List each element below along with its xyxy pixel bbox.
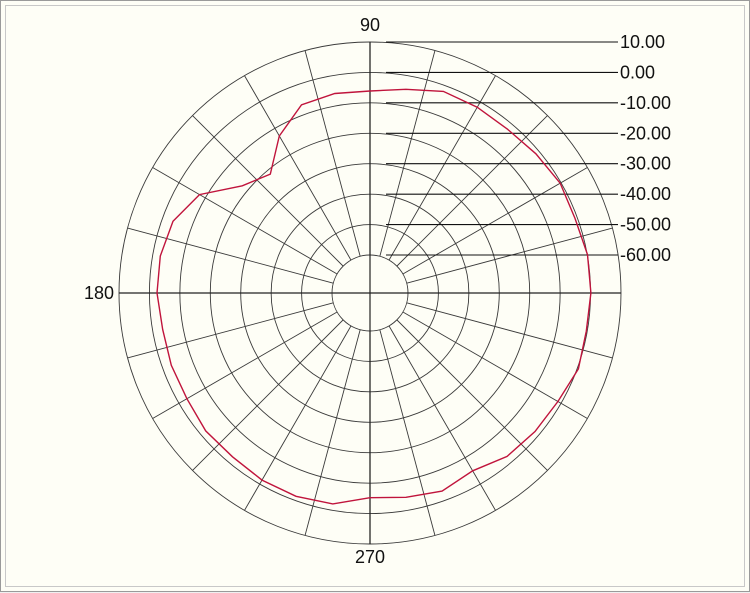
grid-spoke <box>127 227 334 284</box>
radial-tick-label: -20.00 <box>620 123 671 143</box>
grid-spoke <box>379 329 436 536</box>
radial-tick-label: 10.00 <box>620 32 665 52</box>
series-line <box>156 88 592 505</box>
grid-spoke <box>388 325 496 511</box>
grid-spoke <box>244 325 352 511</box>
grid-spoke <box>152 311 338 419</box>
radial-tick-label: -10.00 <box>620 93 671 113</box>
grid-spoke <box>127 302 334 359</box>
angle-labels: 90 180 270 <box>84 15 385 567</box>
grid-spoke <box>406 227 613 284</box>
grid-spoke <box>152 167 338 275</box>
radial-tick-label: -40.00 <box>620 184 671 204</box>
polar-grid <box>118 41 622 545</box>
angle-label: 270 <box>355 547 385 567</box>
radial-axis: 10.00 0.00 -10.00 -20.00 -30.00 -40.00 -50.00 -… <box>386 32 671 265</box>
radial-tick-label: -60.00 <box>620 245 671 265</box>
grid-spoke <box>396 319 548 471</box>
angle-label: 180 <box>84 283 114 303</box>
grid-spoke <box>192 319 344 471</box>
grid-spoke <box>379 50 436 257</box>
grid-spoke <box>406 302 613 359</box>
grid-spoke <box>192 115 344 267</box>
angle-label: 90 <box>360 15 380 35</box>
radial-tick-label: -50.00 <box>620 215 671 235</box>
grid-spoke <box>402 167 588 275</box>
grid-spoke <box>304 50 361 257</box>
series-layer <box>156 88 592 505</box>
radial-tick-label: 0.00 <box>620 62 655 82</box>
grid-spoke <box>388 75 496 261</box>
grid-spoke <box>396 115 548 267</box>
grid-spoke <box>402 311 588 419</box>
grid-spoke <box>304 329 361 536</box>
grid-spoke <box>244 75 352 261</box>
radial-tick-label: -30.00 <box>620 154 671 174</box>
